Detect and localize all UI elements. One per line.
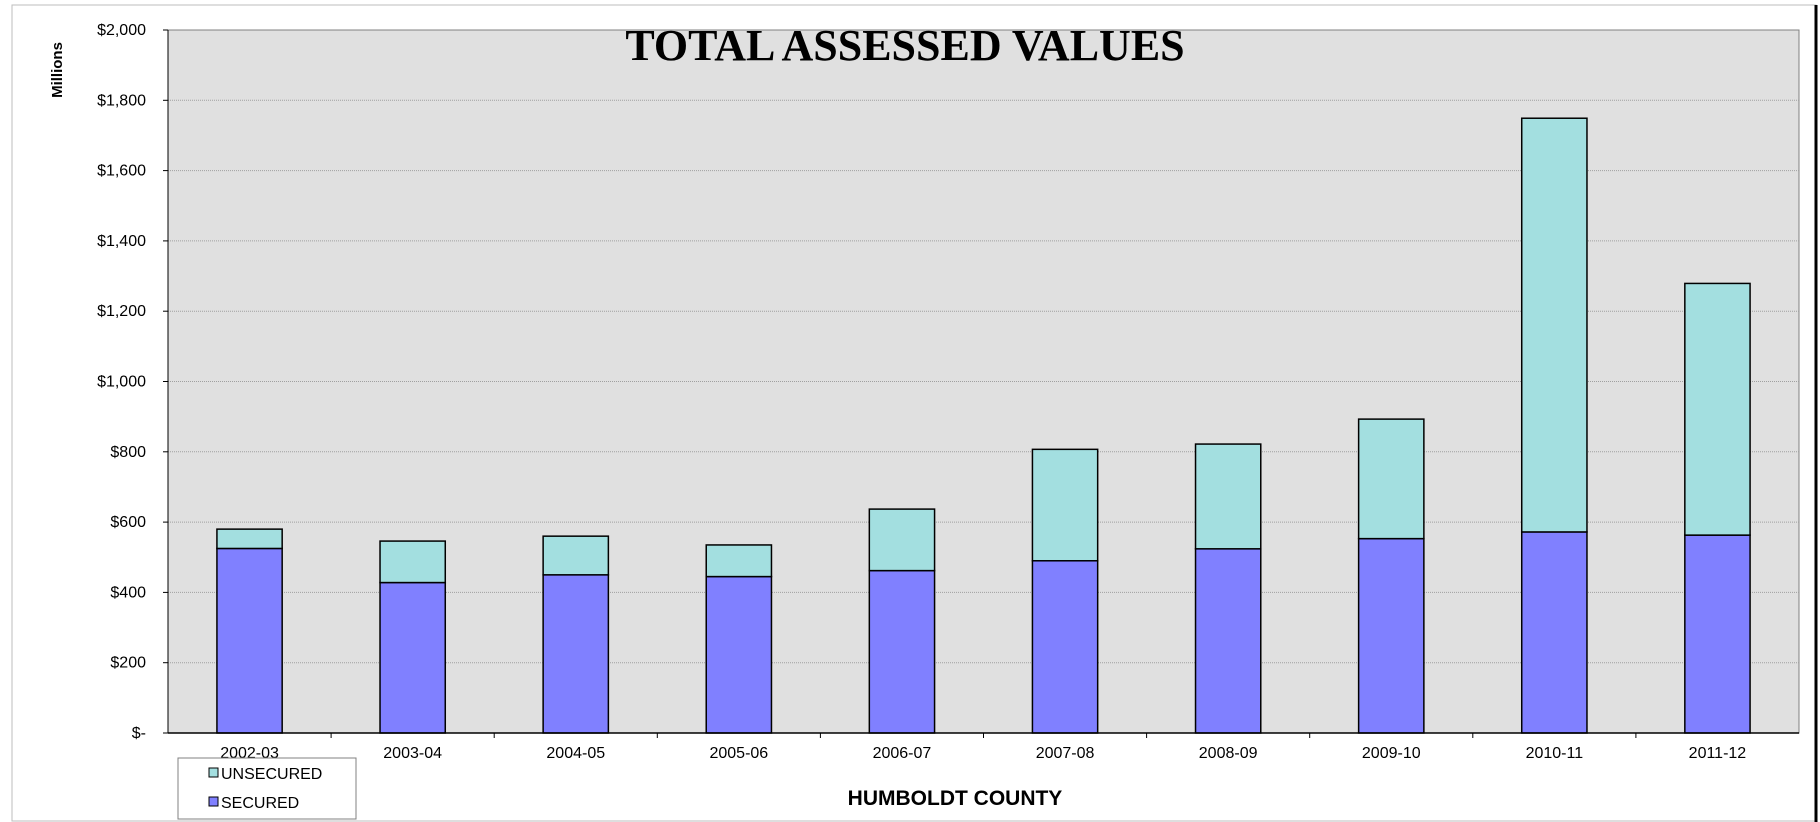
bar-secured [1031,560,1099,734]
y-tick-label: $- [132,725,146,742]
bar-unsecured [379,540,447,584]
x-tick-label: 2004-05 [546,745,605,762]
bar-unsecured [542,535,610,576]
y-tick-label: $1,400 [97,233,146,250]
bar-secured [1684,534,1751,734]
y-tick-label: $1,000 [97,374,146,391]
legend-label-unsecured: UNSECURED [221,766,322,783]
y-tick-label: $1,600 [97,163,146,180]
bars [216,117,1751,734]
x-tick-labels: 2002-03 2003-04 2004-05 2005-06 2006-07 2007-… [220,745,1746,762]
x-axis-label: HUMBOLDT COUNTY [848,787,1063,810]
x-tick-label: 2003-04 [383,745,442,762]
bar-secured [1194,548,1262,734]
y-tick-label: $400 [110,584,146,601]
bar-secured [868,569,936,734]
x-tick-label: 2007-08 [1036,745,1095,762]
legend: UNSECURED SECURED [177,757,357,820]
bar-secured [1357,537,1425,734]
x-tick-label: 2008-09 [1199,745,1258,762]
x-tick-label: 2006-07 [873,745,932,762]
legend-box [177,757,357,820]
chart-title: TOTAL ASSESSED VALUES [625,21,1184,70]
legend-label-secured: SECURED [221,795,299,812]
y-tick-label: $800 [110,444,146,461]
x-tick-label: 2010-11 [1526,745,1584,762]
bar-unsecured [868,508,936,572]
bar-unsecured [1520,117,1588,533]
y-tick-label: $600 [110,514,146,531]
bar-secured [216,547,283,734]
bar-unsecured [1357,418,1425,540]
x-tick-label: 2009-10 [1362,745,1421,762]
legend-swatch-unsecured [208,767,219,778]
y-tick-label: $200 [110,655,146,672]
legend-swatch-secured [208,796,219,807]
bar-unsecured [1031,448,1099,562]
bar-secured [1520,531,1588,734]
bar-unsecured [1194,443,1262,550]
x-tick-label: 2011-12 [1689,745,1747,762]
bar-unsecured [705,544,773,578]
bar-unsecured [1684,282,1751,536]
bar-secured [542,574,610,734]
x-tick-label: 2005-06 [709,745,768,762]
bar-secured [379,581,447,734]
bar-unsecured [216,528,283,550]
y-axis-label: Millions [49,42,66,98]
axes [163,29,1799,738]
y-tick-labels: $- $200 $400 $600 $800 $1,000 $1,200 $1,400 $1,6… [97,22,146,742]
bar-secured [705,575,773,734]
y-tick-label: $1,200 [97,303,146,320]
y-tick-label: $1,800 [97,92,146,109]
y-tick-label: $2,000 [97,22,146,39]
